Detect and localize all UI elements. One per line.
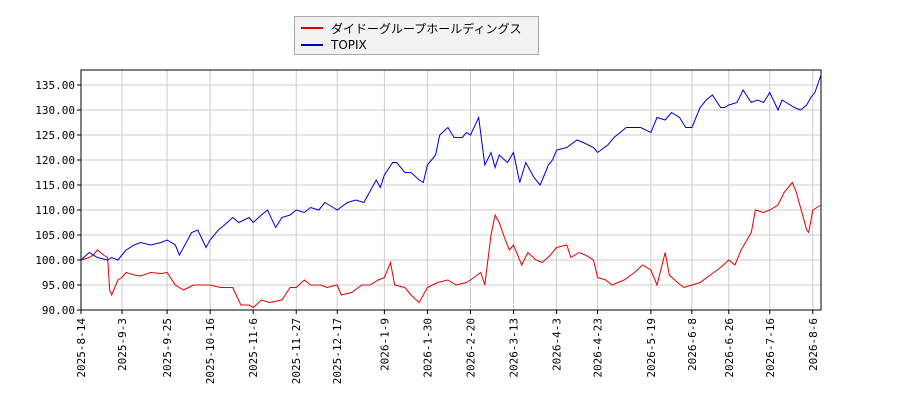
- y-tick-label: 125.00: [35, 129, 75, 142]
- series-lines: [80, 74, 822, 309]
- x-tick-label: 2026-1-9: [378, 318, 391, 371]
- x-tick-label: 2025-12-17: [331, 318, 344, 384]
- legend-item-topix: TOPIX: [301, 37, 367, 53]
- x-tick-label: 2026-6-8: [686, 318, 699, 371]
- x-tick-label: 2026-8-6: [807, 318, 820, 371]
- legend: ダイドーグループホールディングス TOPIX: [294, 16, 539, 55]
- x-axis: 2025-8-14 2025-9-3 2025-9-25 2025-10-16 2025…: [75, 310, 820, 384]
- grid-lines: [80, 70, 821, 311]
- plot-frame: [80, 69, 822, 311]
- y-axis: 90.00 95.00 100.00 105.00 110.00 115.00 120.00…: [35, 79, 81, 317]
- y-tick-label: 130.00: [35, 104, 75, 117]
- x-tick-label: 2025-11-27: [290, 318, 303, 384]
- y-tick-label: 135.00: [35, 79, 75, 92]
- legend-item-dydo: ダイドーグループホールディングス: [301, 20, 521, 36]
- y-tick-label: 110.00: [35, 204, 75, 217]
- x-tick-label: 2026-4-3: [551, 318, 564, 371]
- y-tick-label: 95.00: [42, 279, 75, 292]
- y-tick-label: 115.00: [35, 179, 75, 192]
- legend-label-topix: TOPIX: [331, 38, 367, 52]
- x-tick-label: 2025-8-14: [75, 318, 88, 378]
- x-tick-label: 2026-7-16: [764, 318, 777, 378]
- series-line-topix: [80, 74, 822, 261]
- series-line-dydo: [80, 181, 822, 309]
- y-tick-label: 105.00: [35, 229, 75, 242]
- x-tick-label: 2026-4-23: [592, 318, 605, 378]
- x-tick-label: 2025-9-3: [116, 318, 129, 371]
- x-tick-label: 2026-6-26: [723, 318, 736, 378]
- legend-swatch-dydo: [301, 27, 323, 29]
- y-tick-label: 90.00: [42, 304, 75, 317]
- x-tick-label: 2025-10-16: [204, 318, 217, 384]
- legend-label-dydo: ダイドーグループホールディングス: [331, 21, 522, 36]
- x-tick-label: 2025-11-6: [247, 318, 260, 378]
- x-tick-label: 2026-3-13: [508, 318, 521, 378]
- y-tick-label: 100.00: [35, 254, 75, 267]
- x-tick-label: 2026-5-19: [645, 318, 658, 378]
- legend-swatch-topix: [301, 44, 323, 46]
- y-tick-label: 120.00: [35, 154, 75, 167]
- x-tick-label: 2026-1-30: [421, 318, 434, 378]
- x-tick-label: 2025-9-25: [161, 318, 174, 378]
- x-tick-label: 2026-2-20: [464, 318, 477, 378]
